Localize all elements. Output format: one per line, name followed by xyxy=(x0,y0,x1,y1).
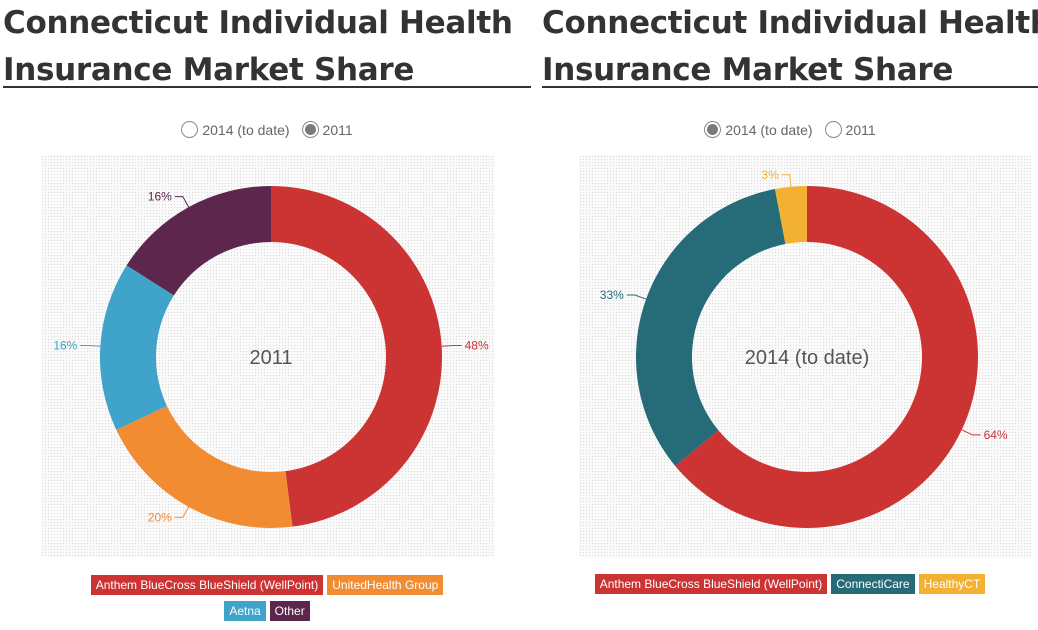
radio-icon[interactable] xyxy=(181,121,199,138)
toggle-label: 2014 (to date) xyxy=(725,121,813,138)
radio-icon[interactable] xyxy=(824,121,842,138)
legend-item-healthyct[interactable]: HealthyCT xyxy=(918,574,986,594)
year-toggle: 2014 (to date) 2011 xyxy=(542,121,1038,138)
title-divider xyxy=(3,86,531,88)
title-line-2: Insurance Market Share xyxy=(3,52,415,88)
title-line-2: Insurance Market Share xyxy=(542,52,954,88)
center-label: 2014 (to date) xyxy=(745,347,870,369)
title-line-1: Connecticut Individual Health xyxy=(542,5,1038,41)
data-label-healthyct: 3% xyxy=(761,168,779,182)
title-divider xyxy=(542,86,1038,88)
leader-line xyxy=(174,196,190,208)
slice-connecticare[interactable] xyxy=(636,189,786,466)
slice-aetna[interactable] xyxy=(100,265,174,430)
donut-chart-2011: 48% 20% 16% 16% 2011 xyxy=(53,186,489,528)
donut-chart-area: 48% 20% 16% 16% 2011 xyxy=(41,155,495,557)
title-line-1: Connecticut Individual Health xyxy=(3,5,513,41)
radio-checked-icon[interactable] xyxy=(704,121,722,138)
leader-line xyxy=(961,429,981,436)
data-label-connecticare: 33% xyxy=(600,288,624,302)
leader-line xyxy=(781,174,792,187)
chart-title: Connecticut Individual Health Insurance … xyxy=(3,0,531,94)
leader-line xyxy=(80,345,101,347)
data-label-unitedhealth-group: 20% xyxy=(148,510,172,524)
slice-healthyct[interactable] xyxy=(774,186,807,245)
slice-anthem-bluecross-blueshield-wellpoint[interactable] xyxy=(675,186,979,529)
chart-legend: Anthem BlueCross BlueShield (WellPoint) … xyxy=(542,574,1038,594)
center-label: 2011 xyxy=(249,347,292,369)
donut-chart-area: 64% 33% 3% 2014 (to date) xyxy=(579,155,1031,558)
slice-anthem-bluecross-blueshield-wellpoint[interactable] xyxy=(271,186,443,527)
chart-title: Connecticut Individual Health Insurance … xyxy=(542,0,1038,94)
radio-checked-icon[interactable] xyxy=(301,121,319,138)
year-toggle: 2014 (to date) 2011 xyxy=(3,121,531,138)
legend-item-connecticare[interactable]: ConnectiCare xyxy=(831,574,915,594)
slice-other[interactable] xyxy=(126,186,271,296)
data-label-anthem-bluecross-blueshield-wellpoint: 64% xyxy=(984,428,1008,442)
chart-panel-2011: Connecticut Individual Health Insurance … xyxy=(3,0,531,621)
data-label-other: 16% xyxy=(148,190,172,204)
legend-item-unitedhealth[interactable]: UnitedHealth Group xyxy=(327,575,444,595)
toggle-label: 2011 xyxy=(322,121,353,138)
chart-legend: Anthem BlueCross BlueShield (WellPoint) … xyxy=(3,575,531,621)
toggle-label: 2014 (to date) xyxy=(202,121,290,138)
toggle-2011[interactable]: 2011 xyxy=(824,121,876,138)
donut-chart-2014: 64% 33% 3% 2014 (to date) xyxy=(600,168,1008,529)
legend-item-anthem[interactable]: Anthem BlueCross BlueShield (WellPoint) xyxy=(90,575,324,595)
leader-line xyxy=(626,294,647,300)
data-label-anthem-bluecross-blueshield-wellpoint: 48% xyxy=(465,339,489,353)
toggle-2014[interactable]: 2014 (to date) xyxy=(181,121,290,138)
legend-item-aetna[interactable]: Aetna xyxy=(224,601,266,621)
leader-line xyxy=(174,506,190,518)
chart-panel-2014: Connecticut Individual Health Insurance … xyxy=(542,0,1038,594)
toggle-label: 2011 xyxy=(845,121,876,138)
slice-unitedhealth-group[interactable] xyxy=(116,405,293,528)
legend-item-other[interactable]: Other xyxy=(269,601,310,621)
leader-line xyxy=(441,345,462,347)
toggle-2011[interactable]: 2011 xyxy=(301,121,353,138)
legend-item-anthem[interactable]: Anthem BlueCross BlueShield (WellPoint) xyxy=(594,574,828,594)
data-label-aetna: 16% xyxy=(53,339,77,353)
toggle-2014[interactable]: 2014 (to date) xyxy=(704,121,813,138)
